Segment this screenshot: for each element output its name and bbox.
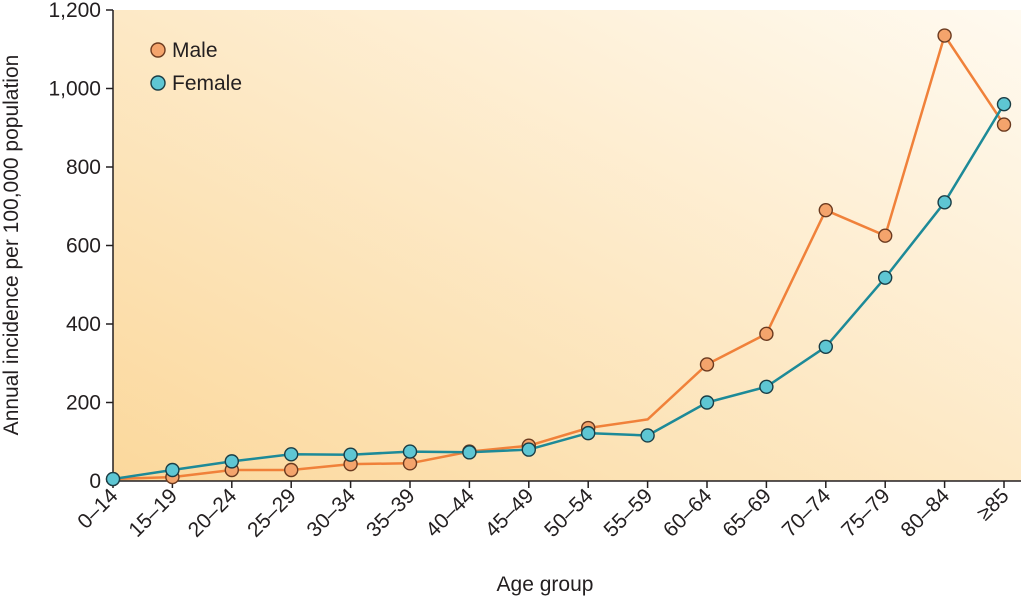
y-tick-label: 200 xyxy=(66,392,101,415)
data-point-female xyxy=(581,425,596,441)
data-point-male xyxy=(996,117,1012,132)
data-point-male xyxy=(818,202,833,218)
x-tick-label: 45–49 xyxy=(481,484,539,542)
x-tick-label: 80–84 xyxy=(897,484,955,542)
x-tick-label: 0–14 xyxy=(73,484,123,534)
legend-label-female: Female xyxy=(172,72,242,95)
data-point-female xyxy=(462,445,477,460)
series-layer xyxy=(105,28,1012,487)
x-tick-label: 55–59 xyxy=(600,484,658,542)
data-point-female xyxy=(284,447,299,462)
y-tick-label: 800 xyxy=(66,156,101,179)
legend-label-male: Male xyxy=(172,39,218,62)
data-point-male xyxy=(937,28,952,43)
data-point-male xyxy=(759,326,774,342)
legend: Male Female xyxy=(150,39,242,95)
data-point-female xyxy=(640,428,655,443)
plot-background xyxy=(113,10,1021,481)
data-point-male xyxy=(284,462,299,478)
x-tick-label: 30–34 xyxy=(303,484,361,542)
y-tick-label: 400 xyxy=(66,313,101,336)
data-point-female xyxy=(996,96,1012,112)
data-point-female xyxy=(699,395,715,410)
data-point-female xyxy=(105,471,121,487)
x-tick-label: 65–69 xyxy=(718,484,776,542)
data-point-male xyxy=(402,456,418,471)
y-tick-label: 1,000 xyxy=(48,78,101,101)
x-tick-label: ≥85 xyxy=(973,484,1014,525)
x-tick-label: 20–24 xyxy=(184,484,242,542)
x-tick-label: 60–64 xyxy=(659,484,717,542)
series-line-female xyxy=(112,103,1006,481)
data-point-male xyxy=(699,357,715,372)
series-line-male xyxy=(112,34,1006,481)
data-point-female xyxy=(818,339,833,354)
x-tick-label: 40–44 xyxy=(421,484,479,542)
x-tick-label: 25–29 xyxy=(243,484,301,542)
y-tick-label: 600 xyxy=(66,235,101,258)
data-point-male xyxy=(878,228,893,243)
y-tick-label: 1,200 xyxy=(48,0,101,22)
x-tick-label: 15–19 xyxy=(124,484,182,542)
y-tick-label: 0 xyxy=(89,470,101,493)
x-tick-label: 70–74 xyxy=(778,484,836,542)
legend-marker-male xyxy=(150,42,166,58)
data-point-female xyxy=(878,270,893,285)
x-tick-label: 75–79 xyxy=(837,484,895,542)
data-point-female xyxy=(402,444,418,459)
x-tick-label: 50–54 xyxy=(540,484,598,542)
data-point-female xyxy=(937,195,952,210)
data-point-female xyxy=(343,447,358,462)
data-point-female xyxy=(759,379,774,394)
data-point-female xyxy=(521,442,536,457)
x-axis-title: Age group xyxy=(497,573,594,596)
data-point-female xyxy=(165,462,180,478)
data-point-female xyxy=(224,454,240,469)
y-axis-title: Annual incidence per 100,000 population xyxy=(0,55,23,436)
x-tick-label: 35–39 xyxy=(362,484,420,542)
legend-marker-female xyxy=(150,75,166,91)
